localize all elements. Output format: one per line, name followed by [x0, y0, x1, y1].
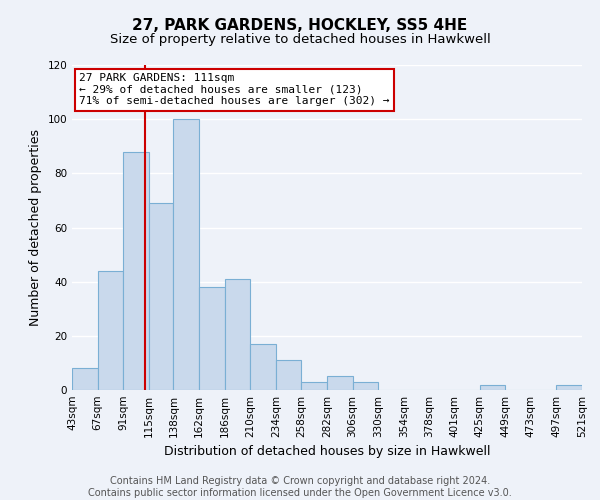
Text: Size of property relative to detached houses in Hawkwell: Size of property relative to detached ho…	[110, 32, 490, 46]
Bar	[556, 384, 582, 390]
Y-axis label: Number of detached properties: Number of detached properties	[29, 129, 42, 326]
X-axis label: Distribution of detached houses by size in Hawkwell: Distribution of detached houses by size …	[164, 446, 490, 458]
Text: Contains HM Land Registry data © Crown copyright and database right 2024.
Contai: Contains HM Land Registry data © Crown c…	[88, 476, 512, 498]
Text: 27, PARK GARDENS, HOCKLEY, SS5 4HE: 27, PARK GARDENS, HOCKLEY, SS5 4HE	[133, 18, 467, 32]
Bar	[327, 376, 353, 390]
Bar	[123, 152, 149, 390]
Bar	[149, 203, 173, 390]
Bar	[250, 344, 276, 390]
Bar	[353, 382, 378, 390]
Bar	[72, 368, 98, 390]
Bar	[224, 279, 250, 390]
Bar	[199, 287, 224, 390]
Text: 27 PARK GARDENS: 111sqm
← 29% of detached houses are smaller (123)
71% of semi-d: 27 PARK GARDENS: 111sqm ← 29% of detache…	[79, 73, 390, 106]
Bar	[301, 382, 327, 390]
Bar	[173, 119, 199, 390]
Bar	[98, 271, 123, 390]
Bar	[276, 360, 301, 390]
Bar	[479, 384, 505, 390]
